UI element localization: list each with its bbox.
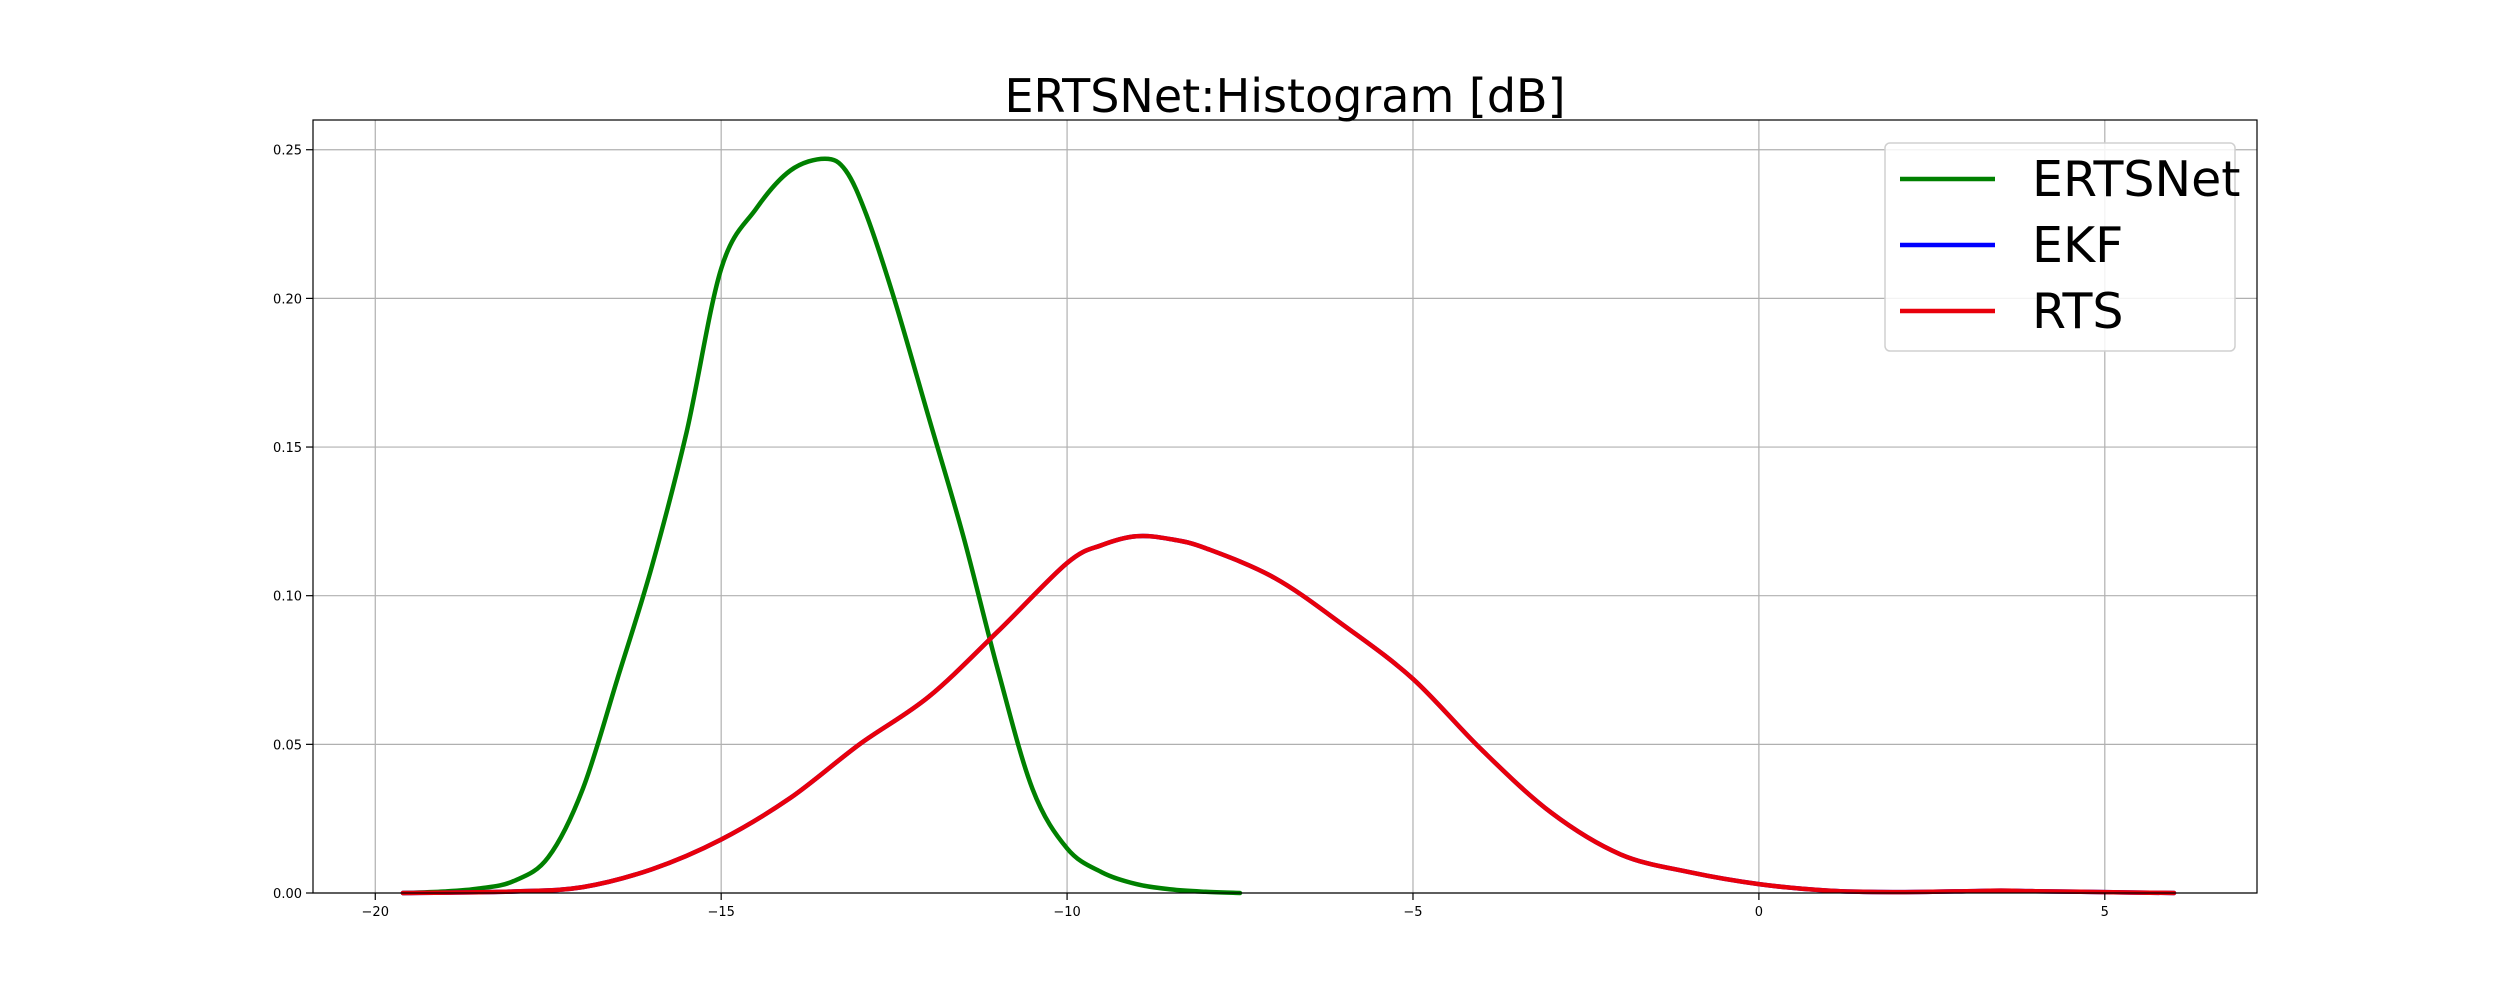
x-tick-label: −15	[707, 905, 734, 920]
y-tick-label: 0.05	[273, 738, 302, 753]
series-line-rts	[400, 533, 2177, 896]
series-line-ekf	[400, 533, 2177, 896]
chart-title: ERTSNet:Histogram [dB]	[1004, 69, 1565, 123]
y-tick-label: 0.20	[273, 292, 302, 307]
series-lines	[400, 156, 2177, 896]
y-tick-label: 0.00	[273, 887, 302, 902]
x-tick-label: −10	[1053, 905, 1080, 920]
series-line-ertsnet	[400, 156, 1243, 896]
y-tick-label: 0.25	[273, 144, 302, 159]
y-axis-ticks: 0.00 0.05 0.10 0.15 0.20 0.25	[273, 144, 313, 902]
legend-label-ertsnet: ERTSNet	[2032, 151, 2241, 208]
legend: ERTSNet EKF RTS	[1884, 142, 2241, 352]
x-tick-label: 5	[2101, 905, 2109, 920]
y-tick-label: 0.15	[273, 441, 302, 456]
y-tick-label: 0.10	[273, 590, 302, 605]
legend-label-ekf: EKF	[2032, 217, 2123, 274]
x-tick-label: −20	[362, 905, 389, 920]
x-axis-ticks: −20 −15 −10 −5 0 5	[362, 893, 2109, 920]
plot-area-frame	[312, 119, 2258, 894]
legend-box	[1884, 142, 2236, 352]
legend-label-rts: RTS	[2032, 283, 2124, 340]
x-tick-label: −5	[1403, 905, 1422, 920]
x-tick-label: 0	[1755, 905, 1763, 920]
